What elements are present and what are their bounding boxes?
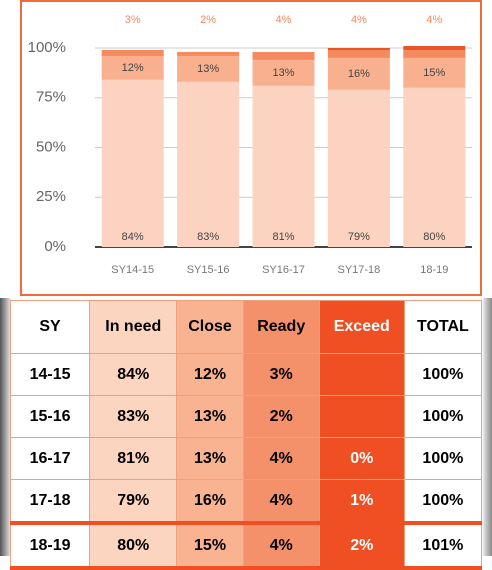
y-tick-label: 25% — [36, 188, 66, 205]
bar-segment — [403, 49, 466, 58]
bar-segment — [252, 59, 315, 86]
table-cell: 100% — [403, 479, 483, 524]
x-tick-label: SY14-15 — [111, 264, 154, 276]
bar-segment — [177, 81, 240, 247]
table-cell: 12% — [176, 353, 244, 396]
table-cell: 13% — [176, 395, 244, 438]
y-tick-label: 100% — [28, 39, 66, 56]
table-cell: 16-17 — [9, 437, 91, 480]
header-cell: SY — [9, 300, 91, 354]
data-label: 81% — [272, 231, 294, 243]
table-cell: 80% — [89, 521, 178, 570]
bar-segment — [327, 89, 390, 247]
bar-segment — [101, 79, 164, 247]
header-cell: Exceed — [318, 300, 405, 354]
x-tick-label: SY15-16 — [187, 264, 230, 276]
bar-segment — [101, 55, 164, 80]
y-tick-label: 50% — [36, 138, 66, 155]
table-cell: 17-18 — [9, 479, 91, 524]
table-cell: 15-16 — [9, 395, 91, 438]
bar-segment — [327, 49, 390, 58]
data-label: 83% — [197, 231, 219, 243]
header-cell: In need — [89, 300, 178, 354]
table-cell: 100% — [403, 437, 483, 480]
data-label: 12% — [122, 62, 144, 74]
table-cell: 18-19 — [9, 521, 91, 570]
table-cell: 14-15 — [9, 353, 91, 396]
data-label: 79% — [348, 231, 370, 243]
table-cell: 83% — [89, 395, 178, 438]
bar-segment — [327, 57, 390, 90]
chart: 0% 25% 50% 75% 100% SY14-15 84% 12% 3% SY15-16 83%… — [20, 0, 482, 296]
header-cell: TOTAL — [403, 300, 483, 354]
data-label: 84% — [122, 231, 144, 243]
bar-segment — [177, 55, 240, 82]
bar-segment — [403, 87, 466, 247]
header-cell: Close — [176, 300, 244, 354]
table-cell: 3% — [242, 353, 320, 396]
data-label: 4% — [351, 14, 367, 26]
table-cell: 16% — [176, 479, 244, 524]
table-row: 18-19 80% 15% 4% 2% 101% — [9, 521, 483, 570]
bar-segment — [252, 85, 315, 247]
table-cell: 4% — [242, 521, 320, 570]
table-cell: 100% — [403, 395, 483, 438]
table-cell: 4% — [242, 479, 320, 524]
data-label: 4% — [426, 14, 442, 26]
table-cell — [318, 395, 405, 438]
data-label: 13% — [197, 63, 219, 75]
y-tick-label: 75% — [36, 89, 66, 106]
bar-segment — [101, 49, 164, 56]
table-row: 15-16 83% 13% 2% 100% — [9, 395, 483, 438]
x-tick-label: SY17-18 — [337, 264, 380, 276]
table-row: 16-17 81% 13% 4% 0% 100% — [9, 437, 483, 480]
x-tick-label: SY16-17 — [262, 264, 305, 276]
table-cell: 84% — [89, 353, 178, 396]
table-cell: 4% — [242, 437, 320, 480]
table-cell: 0% — [318, 437, 405, 480]
table-cell: 100% — [403, 353, 483, 396]
x-tick-label: 18-19 — [420, 264, 448, 276]
data-label: 4% — [276, 14, 292, 26]
data-label: 2% — [200, 14, 216, 26]
y-tick-label: 0% — [44, 238, 66, 255]
table-cell — [318, 353, 405, 396]
data-label: 16% — [348, 68, 370, 80]
table-row: 14-15 84% 12% 3% 100% — [9, 353, 483, 396]
table-cell: 79% — [89, 479, 178, 524]
data-label: 80% — [423, 231, 445, 243]
table-cell: 2% — [318, 521, 405, 570]
bar-segment — [403, 46, 466, 50]
bar-segment — [177, 51, 240, 56]
table-area: SY In need Close Ready Exceed TOTAL 14-15 84% 12… — [0, 298, 492, 570]
table-cell: 13% — [176, 437, 244, 480]
table-cell: 101% — [403, 521, 483, 570]
table-cell: 81% — [89, 437, 178, 480]
table-cell: 2% — [242, 395, 320, 438]
data-label: 3% — [125, 14, 141, 26]
bar-segment — [252, 51, 315, 60]
data-label: 13% — [272, 67, 294, 79]
table-header-row: SY In need Close Ready Exceed TOTAL — [9, 300, 483, 354]
bar-segment — [327, 48, 390, 50]
header-cell: Ready — [242, 300, 320, 354]
data-label: 15% — [423, 67, 445, 79]
table-cell: 1% — [318, 479, 405, 524]
table-row: 17-18 79% 16% 4% 1% 100% — [9, 479, 483, 524]
bar-segment — [403, 57, 466, 88]
table: SY In need Close Ready Exceed TOTAL 14-15 84% 12… — [9, 300, 483, 570]
table-cell: 15% — [176, 521, 244, 570]
